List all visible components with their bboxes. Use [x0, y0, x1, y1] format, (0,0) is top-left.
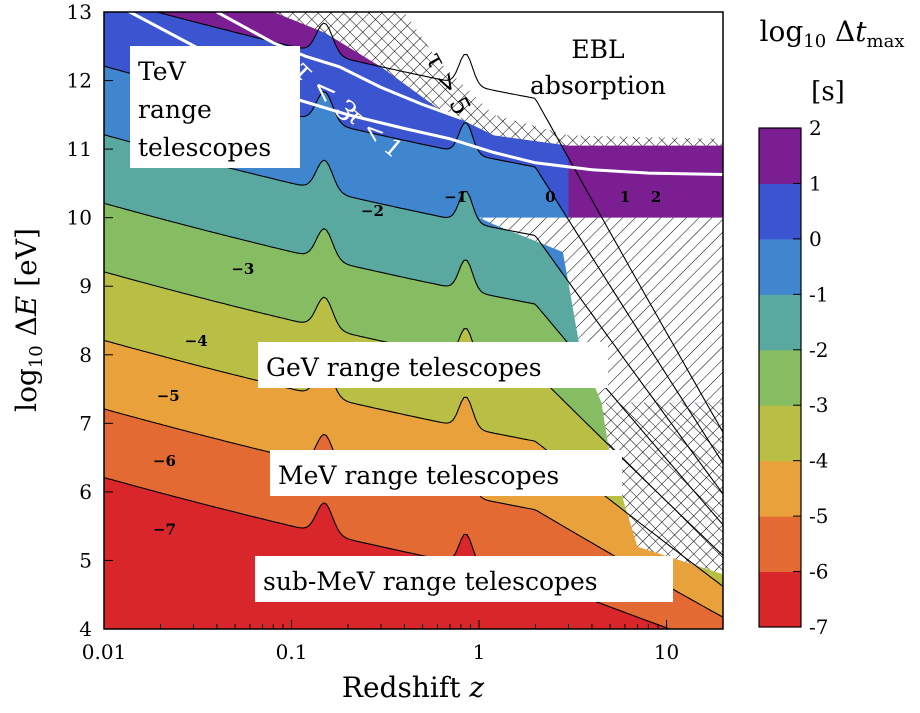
contour-line--2	[104, 202, 723, 526]
tev-label-box	[130, 46, 300, 168]
colorbar-unit: [s]	[811, 77, 845, 107]
colorbar-frame	[758, 127, 802, 628]
y-tick-label: 13	[67, 0, 92, 24]
contour-line--6	[104, 476, 672, 629]
colorbar-band	[759, 405, 801, 462]
tau1-curve	[126, 12, 723, 176]
colorbar-tick-label: -1	[809, 282, 828, 306]
colorbar-band	[759, 128, 801, 184]
x-tick-label: 0.1	[276, 640, 308, 664]
x-axis-title: Redshift z	[342, 671, 484, 704]
colorbar-band	[759, 460, 801, 517]
contour-label-−3: −3	[231, 260, 254, 278]
band-top-purple	[568, 152, 723, 218]
colorbar-tick-label: -5	[809, 504, 828, 528]
contour-label-−2: −2	[361, 202, 384, 220]
hatched-regions	[273, 12, 723, 575]
contour-label-−1: −1	[444, 188, 467, 206]
x-axis-ticks: 0.01 0.1 1 10	[82, 620, 724, 664]
colorbar-tick-label: -4	[809, 449, 828, 473]
colorbar-band	[759, 571, 801, 628]
contour-line--4	[104, 339, 723, 587]
mev-label-text: MeV range telescopes	[278, 461, 559, 490]
y-tick-label: 6	[79, 480, 92, 504]
contour-label-−4: −4	[185, 332, 208, 350]
colorbar-band	[759, 294, 801, 351]
y-tick-label: 5	[79, 548, 92, 572]
contour-label-0: 0	[545, 188, 555, 206]
gev-label-box	[258, 342, 608, 388]
contour-label-−6: −6	[153, 452, 176, 470]
tev-label-text: telescopes	[138, 133, 271, 162]
colorbar-tick-label: -2	[809, 338, 828, 362]
submev-label-text: sub-MeV range telescopes	[263, 567, 598, 596]
y-tick-label: 8	[79, 343, 92, 367]
y-tick-label: 4	[79, 617, 92, 641]
colorbar: -7 -6 -5 -4 -3 -2 -1 0 1 2	[758, 116, 828, 639]
contour-label-1: 1	[620, 188, 630, 206]
y-tick-label: 11	[67, 137, 92, 161]
tau-crosshatch	[273, 12, 723, 146]
x-tick-label: 10	[654, 640, 679, 664]
colorbar-band	[759, 516, 801, 573]
contour-line-1	[154, 12, 723, 433]
gev-label-text: GeV range telescopes	[266, 353, 542, 382]
colorbar-tick-label: -3	[809, 393, 828, 417]
diag-hatch-region	[479, 217, 723, 403]
x-tick-label: 0.01	[82, 640, 127, 664]
y-axis-title: log10 ΔE [eV]	[10, 228, 47, 412]
y-axis-ticks: 4 5 6 7 8 9 10 11 12 13	[67, 0, 113, 641]
colorbar-band	[759, 238, 801, 295]
y-tick-label: 12	[67, 69, 92, 93]
contour-label-2: 2	[651, 188, 661, 206]
x-tick-label: 1	[473, 640, 486, 664]
contour-label-−7: −7	[153, 521, 176, 539]
contour-label-−5: −5	[157, 387, 180, 405]
tev-label-text: TeV	[138, 57, 187, 86]
colorbar-tick-label: 0	[809, 227, 822, 251]
colorbar-tick-label: -6	[809, 560, 828, 584]
tau3-curve	[216, 12, 462, 120]
plot-frame	[103, 11, 724, 630]
cross-hatch-region	[601, 402, 723, 575]
ebl-label: EBL	[571, 35, 624, 64]
contour-labels: −7 −6 −5 −4 −3 −2 −1 0 1 2	[153, 188, 661, 538]
submev-label-box	[255, 556, 673, 602]
colorbar-band	[759, 349, 801, 406]
colorbar-title: log10 Δtmax	[760, 15, 905, 52]
y-tick-label: 10	[67, 206, 92, 230]
y-tick-label: 7	[79, 411, 92, 435]
colorbar-tick-label: 1	[809, 171, 822, 195]
ebl-label: absorption	[530, 71, 666, 100]
tev-label-text: range	[138, 95, 212, 124]
region-labels: TeV range telescopes GeV range telescopes Me…	[130, 35, 673, 602]
colorbar-tick-label: 2	[809, 116, 822, 140]
y-tick-label: 9	[79, 274, 92, 298]
colorbar-band	[759, 183, 801, 240]
colorbar-tick-label: -7	[809, 615, 828, 639]
mev-label-box	[270, 450, 622, 496]
tau-curves	[126, 12, 723, 176]
